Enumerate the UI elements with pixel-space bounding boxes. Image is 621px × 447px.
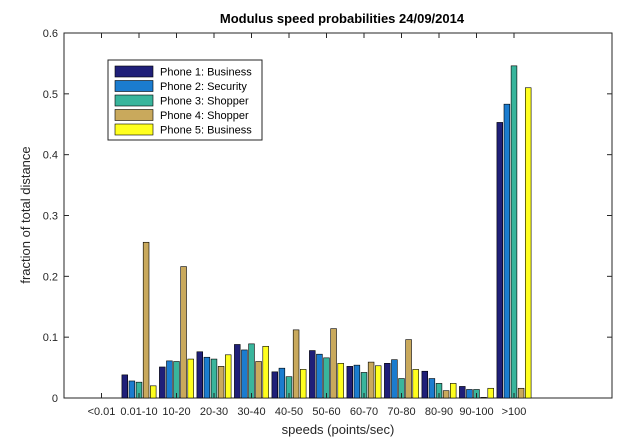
- bar-4-2: [142, 241, 150, 399]
- bar-2-12: [503, 103, 511, 399]
- bar-4-5: [255, 361, 262, 399]
- legend-swatch: [114, 94, 154, 107]
- bar-1-8: [346, 366, 353, 399]
- y-tick-label: 0.6: [43, 28, 58, 40]
- bar-5-4: [225, 354, 232, 399]
- bar-5-5: [262, 345, 269, 399]
- bar-4-9: [405, 339, 412, 399]
- y-axis-ticks: 0 0.1 0.2 0.3 0.4 0.5 0.6: [43, 28, 612, 405]
- bar-2-11: [466, 389, 473, 399]
- bar-2-4: [203, 356, 211, 399]
- legend-swatch: [114, 123, 154, 136]
- x-tick-label: >100: [502, 406, 527, 418]
- x-tick-label: 0.01-10: [120, 406, 157, 418]
- bar-4-3: [180, 266, 187, 399]
- legend-swatch: [114, 80, 154, 92]
- bar-5-11: [487, 387, 494, 399]
- bar-5-6: [299, 369, 307, 399]
- bar-group: [121, 65, 532, 399]
- chart-title: Modulus speed probabilities 24/09/2014: [220, 11, 465, 26]
- bar-3-5: [248, 343, 255, 399]
- bar-2-5: [241, 349, 248, 399]
- bar-5-7: [337, 363, 344, 399]
- x-tick-label: 30-40: [237, 406, 265, 418]
- bar-4-10: [442, 390, 450, 399]
- bar-4-12: [517, 387, 525, 399]
- x-tick-label: 70-80: [387, 406, 415, 418]
- bar-1-2: [121, 374, 129, 399]
- bar-2-8: [353, 364, 361, 399]
- bar-5-3: [187, 358, 194, 399]
- x-tick-label: <0.01: [88, 406, 116, 418]
- y-tick-label: 0.1: [43, 332, 58, 344]
- x-tick-label: 90-100: [459, 406, 493, 418]
- bar-1-10: [421, 370, 428, 399]
- bar-4-6: [292, 329, 300, 399]
- legend-label: Phone 3: Shopper: [160, 96, 249, 108]
- legend-swatch: [114, 65, 154, 78]
- bar-5-9: [412, 369, 419, 399]
- y-tick-label: 0.2: [43, 271, 58, 283]
- bar-1-6: [271, 371, 278, 399]
- y-tick-label: 0.5: [43, 89, 58, 101]
- bar-2-7: [316, 353, 323, 399]
- bar-4-7: [330, 328, 337, 399]
- bar-4-4: [217, 366, 225, 399]
- bar-1-9: [384, 363, 391, 399]
- y-tick-label: 0.4: [43, 150, 58, 162]
- bar-1-4: [196, 351, 203, 399]
- x-tick-label: 50-60: [312, 406, 340, 418]
- x-tick-label: 40-50: [275, 406, 303, 418]
- bar-3-7: [323, 357, 330, 399]
- bar-3-3: [173, 361, 180, 399]
- bar-1-7: [309, 350, 316, 399]
- bar-1-11: [459, 386, 466, 399]
- bar-5-2: [150, 385, 157, 399]
- legend-label: Phone 2: Security: [160, 81, 247, 93]
- y-tick-label: 0.3: [43, 211, 58, 223]
- bar-1-5: [234, 344, 241, 399]
- x-tick-label: 60-70: [350, 406, 378, 418]
- x-axis-ticks: <0.01 0.01-10 10-20 20-30 30-40 40-50 50-60 60-…: [88, 33, 527, 418]
- x-tick-label: 20-30: [200, 406, 228, 418]
- legend-label: Phone 5: Business: [160, 125, 252, 137]
- legend: Phone 1: Business Phone 2: Security Phone …: [107, 59, 263, 141]
- bar-2-9: [391, 359, 398, 399]
- y-axis-label: fraction of total distance: [18, 146, 33, 283]
- x-tick-label: 10-20: [162, 406, 190, 418]
- y-tick-label: 0: [52, 393, 58, 405]
- bar-3-12: [510, 65, 518, 399]
- x-axis-label: speeds (points/sec): [282, 422, 395, 437]
- bar-4-11: [480, 397, 487, 399]
- legend-label: Phone 4: Shopper: [160, 110, 249, 122]
- legend-swatch: [114, 109, 154, 121]
- bar-2-6: [278, 367, 286, 399]
- bar-3-4: [210, 358, 218, 399]
- bar-2-3: [166, 360, 173, 399]
- bar-2-2: [128, 380, 136, 399]
- x-tick-label: 80-90: [425, 406, 453, 418]
- bar-5-10: [449, 383, 457, 399]
- bar-1-12: [496, 122, 503, 399]
- bar-2-10: [428, 378, 436, 399]
- bar-4-8: [367, 361, 375, 399]
- bar-5-8: [374, 365, 382, 399]
- bar-1-3: [159, 366, 166, 399]
- legend-label: Phone 1: Business: [160, 67, 252, 79]
- bar-5-12: [524, 87, 532, 399]
